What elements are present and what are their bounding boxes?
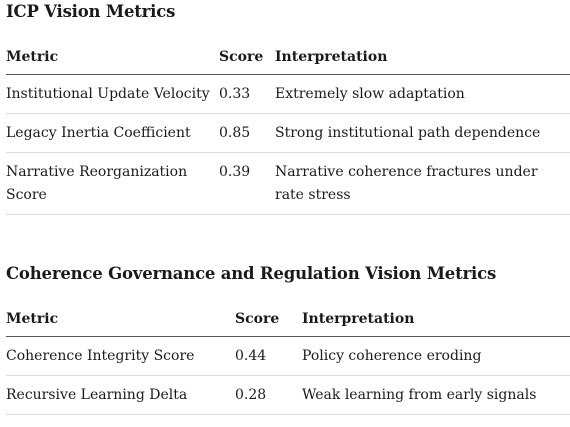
interpretation-cell: Policy coherence eroding xyxy=(302,336,570,376)
column-header-score: Score xyxy=(219,40,275,75)
score-cell: 0.44 xyxy=(235,336,302,376)
table-header-row: Metric Score Interpretation xyxy=(6,40,570,75)
coherence-governance-metrics-section: Coherence Governance and Regulation Visi… xyxy=(6,264,570,415)
interpretation-cell: Weak learning from early signals xyxy=(302,375,570,415)
table-row: Legacy Inertia Coefficient 0.85 Strong i… xyxy=(6,113,570,153)
metrics-table: Metric Score Interpretation Institutiona… xyxy=(6,40,570,215)
metric-cell: Institutional Update Velocity xyxy=(6,74,219,114)
metric-cell: Coherence Integrity Score xyxy=(6,336,235,376)
section-title: ICP Vision Metrics xyxy=(6,2,176,21)
interpretation-cell: Narrative coherence fractures under rate… xyxy=(275,152,570,215)
table-header-row: Metric Score Interpretation xyxy=(6,302,570,337)
interpretation-cell: Extremely slow adaptation xyxy=(275,74,570,114)
metric-cell: Legacy Inertia Coefficient xyxy=(6,113,219,153)
score-cell: 0.33 xyxy=(219,74,275,114)
column-header-interpretation: Interpretation xyxy=(275,40,570,75)
column-header-metric: Metric xyxy=(6,302,235,337)
column-header-score: Score xyxy=(235,302,302,337)
icp-vision-metrics-section: ICP Vision Metrics Metric Score Interpre… xyxy=(6,2,570,215)
section-title: Coherence Governance and Regulation Visi… xyxy=(6,264,497,283)
table-row: Institutional Update Velocity 0.33 Extre… xyxy=(6,74,570,114)
interpretation-cell: Strong institutional path dependence xyxy=(275,113,570,153)
score-cell: 0.28 xyxy=(235,375,302,415)
table-row: Coherence Integrity Score 0.44 Policy co… xyxy=(6,336,570,376)
metric-cell: Recursive Learning Delta xyxy=(6,375,235,415)
score-cell: 0.39 xyxy=(219,152,275,215)
column-header-metric: Metric xyxy=(6,40,219,75)
table-row: Recursive Learning Delta 0.28 Weak learn… xyxy=(6,375,570,415)
score-cell: 0.85 xyxy=(219,113,275,153)
column-header-interpretation: Interpretation xyxy=(302,302,570,337)
table-row: Narrative Reorganization Score 0.39 Narr… xyxy=(6,152,570,215)
metrics-table: Metric Score Interpretation Coherence In… xyxy=(6,302,570,415)
metric-cell: Narrative Reorganization Score xyxy=(6,152,219,215)
